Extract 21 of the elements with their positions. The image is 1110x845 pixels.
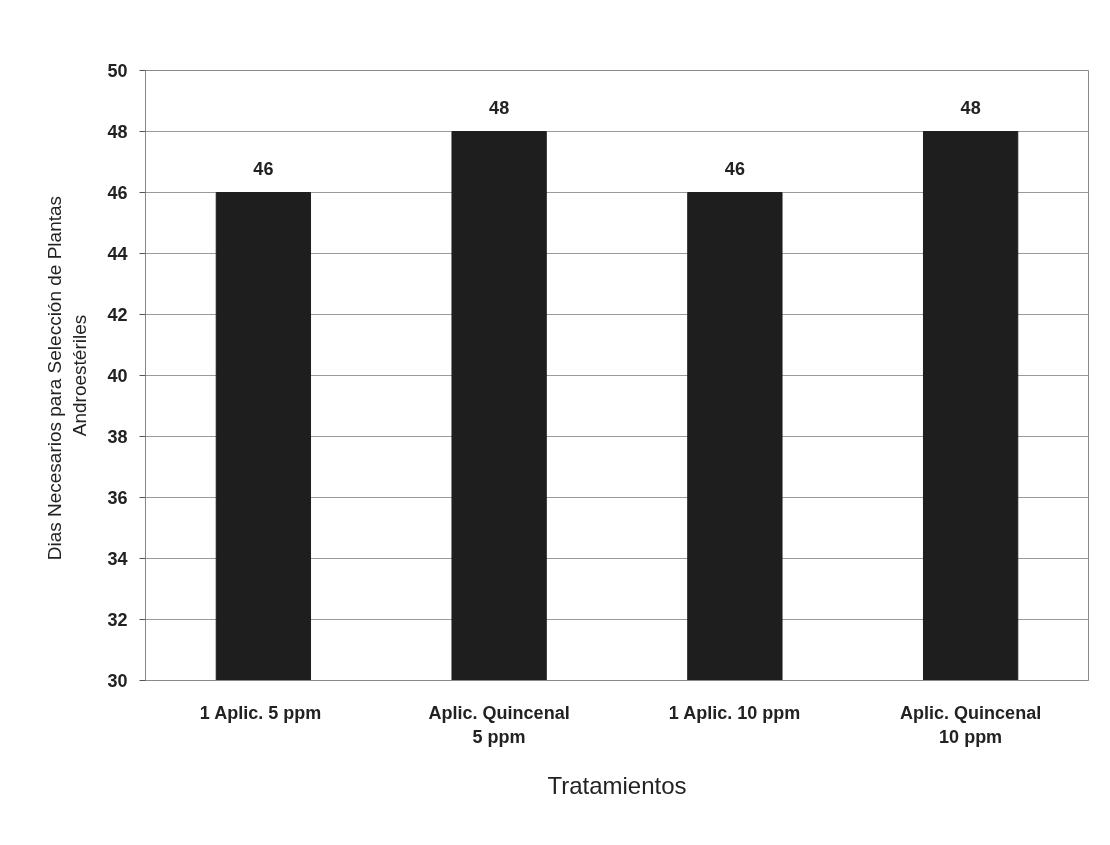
x-tick-label: 1 Aplic. 10 ppm (668, 702, 801, 723)
y-tick-label: 50 (107, 61, 128, 81)
y-tick-label: 44 (107, 244, 128, 264)
data-label: 48 (960, 97, 981, 118)
data-label: 48 (489, 97, 510, 118)
y-tick-label: 40 (107, 366, 128, 386)
x-axis-title: Tratamientos (547, 771, 687, 799)
y-tick-label: 46 (107, 183, 128, 203)
data-label: 46 (253, 158, 274, 179)
y-axis-title: Dias Necesarios para Selección de Plantas Androestériles (44, 195, 91, 561)
y-tick-label: 32 (107, 610, 128, 630)
y-tick-label: 36 (107, 488, 128, 508)
data-label: 46 (724, 158, 745, 179)
x-tick-label: Aplic. Quincenal 5 ppm (428, 702, 570, 747)
y-tick-label: 34 (107, 549, 128, 569)
x-tick-label: 1 Aplic. 5 ppm (199, 702, 322, 723)
y-tick-label: 38 (107, 427, 128, 447)
y-tick-label: 42 (107, 305, 128, 325)
y-tick-label: 48 (107, 122, 128, 142)
y-tick-label: 30 (107, 671, 128, 691)
x-tick-label: Aplic. Quincenal 10 ppm (900, 702, 1042, 747)
